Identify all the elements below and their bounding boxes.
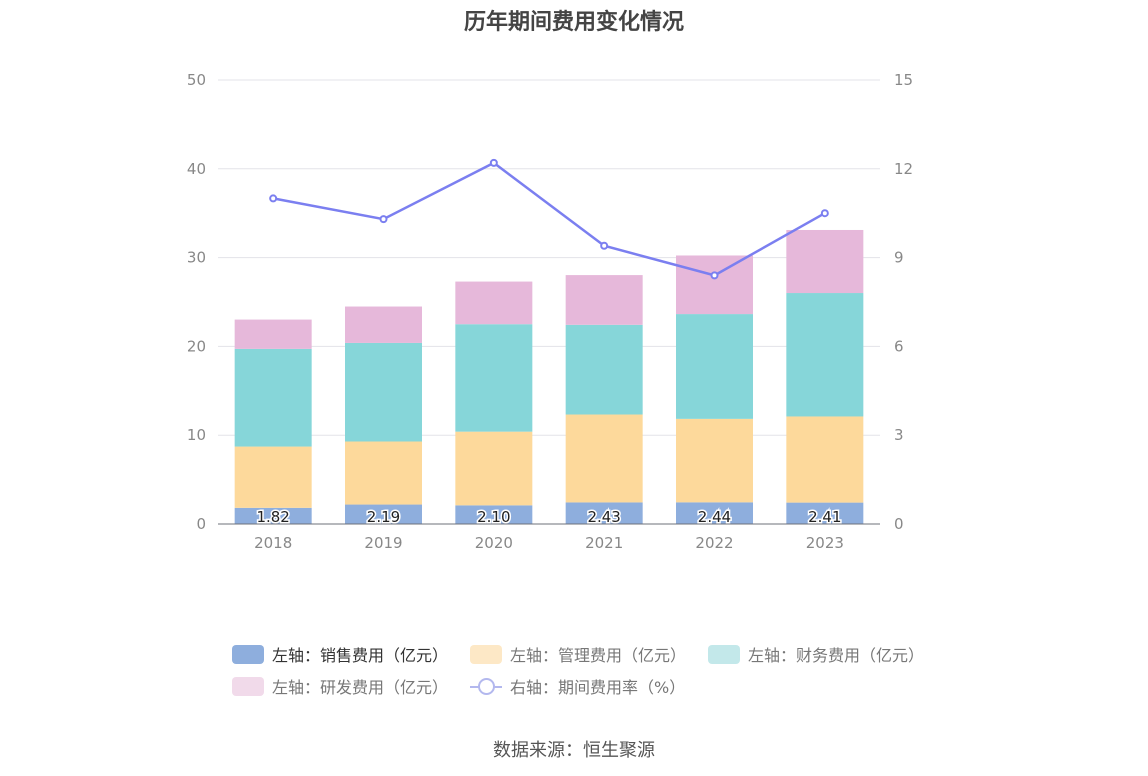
legend-swatch-sales: [232, 644, 264, 664]
bar-2018-series-2: [234, 348, 312, 447]
legend: 左轴：销售费用（亿元） 左轴：管理费用（亿元） 左轴：财务费用（亿元） 左轴：研…: [232, 638, 932, 702]
y-right-tick-label: 12: [894, 160, 913, 178]
bar-2022-series-0: [676, 502, 753, 524]
bar-2021-series-1: [565, 414, 643, 503]
legend-item-rd[interactable]: 左轴：研发费用（亿元）: [232, 674, 448, 698]
bar-2021-series-2: [565, 324, 643, 415]
legend-item-rate[interactable]: 右轴：期间费用率（%）: [470, 674, 685, 698]
bar-data-label: 2.10: [477, 508, 510, 526]
x-tick-label: 2021: [585, 534, 623, 552]
bar-2018-series-1: [234, 446, 312, 508]
bar-2020-series-0: [455, 505, 533, 524]
source-note: 数据来源：恒生聚源: [493, 740, 655, 761]
y-left-tick-label: 40: [187, 160, 206, 178]
legend-item-admin[interactable]: 左轴：管理费用（亿元）: [470, 642, 686, 666]
bar-2019-series-2: [345, 342, 422, 442]
bar-2023-series-3: [786, 229, 864, 294]
y-right-tick-label: 0: [894, 515, 904, 533]
bar-2019-series-0: [345, 504, 422, 524]
bar-2019-series-1: [345, 441, 422, 505]
x-tick-label: 2020: [475, 534, 513, 552]
y-left-tick-label: 50: [187, 71, 206, 89]
y-left-tick-label: 10: [187, 426, 206, 444]
y-right-tick-label: 15: [894, 71, 913, 89]
chart-plot: 0 10 20 30 40 50 0 3 6 9 12 15 1.82 2.19 2.10 2.43 2.44 2…: [187, 71, 913, 552]
bar-2020-series-3: [455, 281, 533, 325]
y-right-tick-label: 9: [894, 249, 904, 267]
x-tick-label: 2022: [695, 534, 733, 552]
x-tick-label: 2019: [364, 534, 402, 552]
bar-2022-series-3: [676, 255, 753, 315]
x-tick-label: 2023: [806, 534, 844, 552]
legend-label-admin: 左轴：管理费用（亿元）: [510, 646, 687, 665]
bar-2023-series-0: [786, 502, 864, 524]
legend-label-rate: 右轴：期间费用率（%）: [510, 678, 686, 697]
rate-point: [379, 215, 388, 224]
legend-line-icon: [470, 677, 503, 696]
rate-point: [710, 271, 719, 280]
y-left-tick-label: 0: [196, 515, 206, 533]
y-left-tick-label: 20: [187, 337, 206, 355]
bar-2020-series-1: [455, 431, 533, 506]
bar-2022-series-1: [676, 418, 753, 503]
chart-title: 历年期间费用变化情况: [463, 10, 684, 35]
bar-data-label: 2.44: [698, 508, 731, 526]
bar-data-label: 1.82: [256, 508, 289, 526]
legend-swatch-admin: [470, 644, 503, 664]
rate-point: [600, 241, 609, 250]
legend-swatch-rd: [232, 676, 264, 696]
bar-2022-series-2: [676, 314, 753, 419]
legend-swatch-finance: [708, 644, 741, 664]
legend-label-finance: 左轴：财务费用（亿元）: [748, 646, 925, 665]
bar-2021-series-0: [565, 502, 643, 524]
legend-item-sales[interactable]: 左轴：销售费用（亿元）: [232, 642, 448, 666]
bar-2018-series-3: [234, 319, 312, 349]
bar-data-label: 2.41: [808, 508, 841, 526]
y-right-tick-label: 3: [894, 426, 904, 444]
bar-2019-series-3: [345, 306, 422, 343]
bar-2020-series-2: [455, 324, 533, 432]
rate-point: [269, 194, 278, 203]
rate-point: [820, 209, 829, 218]
y-right-tick-label: 6: [894, 337, 904, 355]
legend-label-sales: 左轴：销售费用（亿元）: [272, 646, 449, 665]
bar-2023-series-2: [786, 293, 864, 417]
y-left-tick-label: 30: [187, 249, 206, 267]
bar-2021-series-3: [565, 275, 643, 325]
rate-line: [272, 161, 826, 277]
rate-point: [489, 158, 498, 167]
bar-2023-series-1: [786, 416, 864, 503]
bar-data-label: 2.19: [367, 508, 400, 526]
legend-label-rd: 左轴：研发费用（亿元）: [272, 678, 449, 697]
x-tick-label: 2018: [254, 534, 292, 552]
bar-data-label: 2.43: [587, 508, 620, 526]
bar-2018-series-0: [234, 507, 312, 524]
legend-item-finance[interactable]: 左轴：财务费用（亿元）: [708, 642, 924, 666]
